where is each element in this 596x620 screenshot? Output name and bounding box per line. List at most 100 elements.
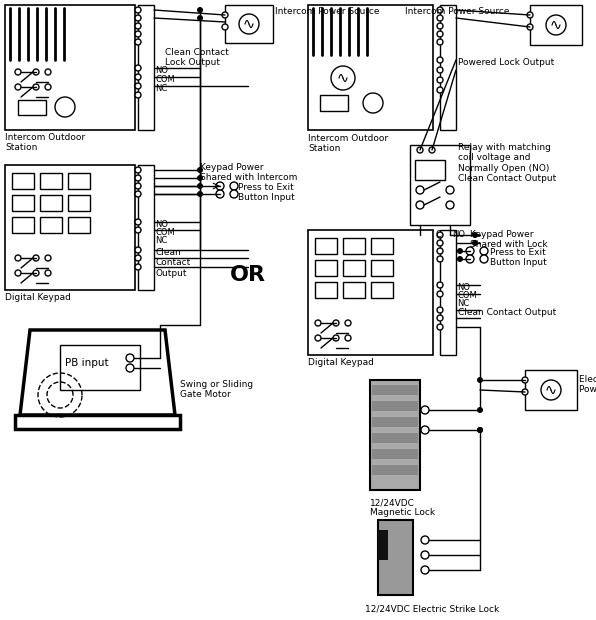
Circle shape bbox=[457, 248, 463, 254]
Bar bbox=[372, 417, 418, 427]
Circle shape bbox=[239, 14, 259, 34]
Circle shape bbox=[135, 264, 141, 270]
Text: Clean Contact Output: Clean Contact Output bbox=[458, 308, 556, 317]
Circle shape bbox=[216, 190, 224, 198]
Bar bbox=[60, 345, 140, 390]
Circle shape bbox=[437, 31, 443, 37]
Text: Clean
Contact
Output: Clean Contact Output bbox=[155, 248, 190, 278]
Circle shape bbox=[541, 380, 561, 400]
Circle shape bbox=[437, 87, 443, 93]
Bar bbox=[308, 5, 433, 130]
Bar bbox=[343, 238, 365, 254]
Text: NC: NC bbox=[155, 84, 167, 93]
Circle shape bbox=[135, 39, 141, 45]
Bar bbox=[225, 5, 273, 43]
Bar bbox=[378, 530, 388, 560]
Circle shape bbox=[429, 147, 435, 153]
Circle shape bbox=[33, 255, 39, 261]
Bar bbox=[12, 195, 34, 211]
Bar bbox=[40, 173, 62, 189]
Bar bbox=[343, 260, 365, 276]
Text: PB input: PB input bbox=[65, 358, 108, 368]
Circle shape bbox=[546, 15, 566, 35]
Text: Electric Lock
Power Source: Electric Lock Power Source bbox=[579, 375, 596, 394]
Bar bbox=[68, 195, 90, 211]
Text: Relay with matching
coil voltage and
Normally Open (NO)
Clean Contact Output: Relay with matching coil voltage and Nor… bbox=[458, 143, 556, 183]
Text: NO: NO bbox=[155, 66, 168, 75]
Circle shape bbox=[466, 247, 474, 255]
Circle shape bbox=[135, 15, 141, 21]
Bar bbox=[525, 370, 577, 410]
Circle shape bbox=[55, 97, 75, 117]
Circle shape bbox=[437, 256, 443, 262]
Circle shape bbox=[437, 39, 443, 45]
Circle shape bbox=[135, 74, 141, 80]
Circle shape bbox=[135, 175, 141, 181]
Bar bbox=[315, 282, 337, 298]
Circle shape bbox=[135, 183, 141, 189]
Circle shape bbox=[416, 186, 424, 194]
Bar bbox=[138, 5, 154, 130]
Text: Keypad Power
Shared with Intercom: Keypad Power Shared with Intercom bbox=[200, 163, 297, 182]
Circle shape bbox=[446, 201, 454, 209]
Bar bbox=[440, 5, 456, 130]
Bar bbox=[18, 100, 46, 115]
Circle shape bbox=[417, 147, 423, 153]
Text: Intercom Outdoor
Station: Intercom Outdoor Station bbox=[5, 133, 85, 153]
Bar bbox=[315, 238, 337, 254]
Polygon shape bbox=[20, 330, 175, 415]
Bar bbox=[530, 5, 582, 45]
Circle shape bbox=[421, 551, 429, 559]
Bar bbox=[315, 260, 337, 276]
Text: Intercom Power Source: Intercom Power Source bbox=[275, 7, 380, 16]
Bar bbox=[378, 520, 413, 595]
Bar bbox=[308, 230, 433, 355]
Circle shape bbox=[437, 240, 443, 246]
Circle shape bbox=[135, 167, 141, 173]
Bar bbox=[410, 145, 470, 225]
Circle shape bbox=[437, 315, 443, 321]
Circle shape bbox=[333, 335, 339, 341]
Circle shape bbox=[345, 320, 351, 326]
Circle shape bbox=[15, 270, 21, 276]
Circle shape bbox=[135, 31, 141, 37]
Text: Swing or Sliding
Gate Motor: Swing or Sliding Gate Motor bbox=[180, 380, 253, 399]
Circle shape bbox=[421, 566, 429, 574]
Bar bbox=[40, 195, 62, 211]
Bar bbox=[5, 5, 135, 130]
Circle shape bbox=[472, 240, 478, 246]
Circle shape bbox=[437, 248, 443, 254]
Circle shape bbox=[527, 12, 533, 18]
Circle shape bbox=[135, 227, 141, 233]
Circle shape bbox=[135, 92, 141, 98]
Bar bbox=[372, 465, 418, 475]
Circle shape bbox=[126, 354, 134, 362]
Text: COM: COM bbox=[457, 291, 477, 300]
Circle shape bbox=[222, 12, 228, 18]
Bar bbox=[68, 173, 90, 189]
Text: Press to Exit
Button Input: Press to Exit Button Input bbox=[238, 183, 295, 202]
Circle shape bbox=[466, 255, 474, 263]
Circle shape bbox=[33, 69, 39, 75]
Text: Keypad Power
Shared with Lock: Keypad Power Shared with Lock bbox=[470, 230, 548, 249]
Circle shape bbox=[33, 84, 39, 90]
Text: COM: COM bbox=[155, 75, 175, 84]
Text: Digital Keypad: Digital Keypad bbox=[5, 293, 71, 302]
Text: OR: OR bbox=[230, 265, 266, 285]
Circle shape bbox=[15, 84, 21, 90]
Circle shape bbox=[135, 65, 141, 71]
Circle shape bbox=[135, 219, 141, 225]
Circle shape bbox=[437, 307, 443, 313]
Bar bbox=[12, 217, 34, 233]
Bar bbox=[320, 95, 348, 111]
Text: NO: NO bbox=[452, 230, 465, 239]
Circle shape bbox=[527, 24, 533, 30]
Circle shape bbox=[437, 232, 443, 238]
Circle shape bbox=[437, 57, 443, 63]
Text: 12/24VDC
Magnetic Lock: 12/24VDC Magnetic Lock bbox=[370, 498, 435, 518]
Circle shape bbox=[135, 247, 141, 253]
Circle shape bbox=[421, 536, 429, 544]
Circle shape bbox=[437, 15, 443, 21]
Circle shape bbox=[421, 406, 429, 414]
Circle shape bbox=[363, 93, 383, 113]
